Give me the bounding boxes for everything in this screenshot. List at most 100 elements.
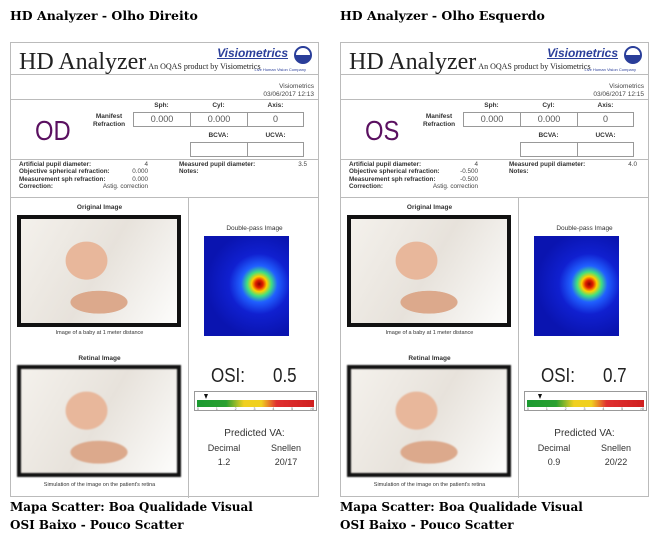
app-title: HD Analyzer An OQAS product by Visiometri… <box>349 49 591 76</box>
original-image-caption: Image of a baby at 1 meter distance <box>55 330 144 336</box>
cyl-field[interactable]: 0.000 <box>520 112 578 127</box>
osi-scale-tick: 3 <box>253 407 256 411</box>
artificial-pupil-value: 4 <box>474 161 478 168</box>
osi-scale-tick: 2 <box>564 407 567 411</box>
snellen-label: Snellen <box>600 443 632 453</box>
bcva-label: BCVA: <box>208 132 229 139</box>
measured-pupil-value: 3.5 <box>298 161 307 168</box>
retinal-image-label: Retinal Image <box>408 355 451 362</box>
objective-sph-value: 0.000 <box>132 168 148 176</box>
osi-scale-tick: >8 <box>639 407 644 411</box>
retinal-image-label: Retinal Image <box>78 355 121 362</box>
snellen-value: 20/22 <box>604 457 628 467</box>
correction-value: Astig. correction <box>432 182 478 190</box>
double-pass-heatmap <box>534 236 619 336</box>
osi-marker-icon <box>204 394 209 399</box>
divider <box>11 99 318 100</box>
osi-scale-tick: 3 <box>583 407 586 411</box>
divider <box>11 74 318 75</box>
logo-tagline: Live Human Vision Company <box>254 67 306 72</box>
app-subtitle: An OQAS product by Visiometrics <box>148 62 261 71</box>
measurement-sph-value: 0.000 <box>132 175 148 183</box>
divider <box>341 99 648 100</box>
osi-scale-tick: 0 <box>527 407 529 411</box>
bcva-field[interactable] <box>520 142 578 157</box>
info-labels: Artificial pupil diameter: Objective sph… <box>349 161 440 190</box>
correction-label: Correction: <box>19 182 53 190</box>
axis-field[interactable]: 0 <box>577 112 634 127</box>
sph-label: Sph: <box>484 102 499 109</box>
ucva-field[interactable] <box>247 142 304 157</box>
measured-pupil-label: Measured pupil diameter: <box>179 161 256 168</box>
report-datetime: 03/06/2017 12:13 <box>263 91 314 98</box>
measurement-sph-label: Measurement sph refraction: <box>349 175 436 183</box>
osi-scale-tick: 4 <box>602 407 605 411</box>
retinal-baby-image <box>17 365 181 477</box>
decimal-label: Decimal <box>207 443 241 453</box>
axis-field[interactable]: 0 <box>247 112 304 127</box>
objective-sph-value: -0.500 <box>460 168 478 176</box>
notes-label: Notes: <box>179 168 199 176</box>
ucva-label: UCVA: <box>265 132 286 139</box>
divider <box>11 159 318 160</box>
divider <box>341 74 648 75</box>
logo-eye-icon <box>624 46 642 64</box>
predicted-va-label: Predicted VA: <box>224 428 285 439</box>
original-baby-image <box>17 215 181 327</box>
original-image-label: Original Image <box>76 204 123 211</box>
logo-eye-icon <box>294 46 312 64</box>
info-values: 4 0.000 0.000 Astig. correction <box>91 161 148 190</box>
ucva-label: UCVA: <box>595 132 616 139</box>
osi-scale-bar <box>197 400 314 407</box>
bcva-field[interactable] <box>190 142 248 157</box>
manifest-refraction-label: Manifest Refraction <box>93 113 126 128</box>
app-title-text: HD Analyzer <box>19 49 147 75</box>
osi-marker-icon <box>538 394 543 399</box>
measured-pupil-value: 4.0 <box>628 161 637 168</box>
app-title: HD Analyzer An OQAS product by Visiometri… <box>19 49 261 76</box>
predicted-va-label: Predicted VA: <box>554 428 615 439</box>
osi-scale-ticks: 0 1 2 3 4 5 >8 <box>527 407 644 411</box>
divider <box>341 197 648 198</box>
sph-field[interactable]: 0.000 <box>463 112 521 127</box>
cyl-label: Cyl: <box>542 102 555 109</box>
divider <box>11 197 318 198</box>
osi-scale-tick: >8 <box>309 407 314 411</box>
hd-analyzer-report: HD Analyzer An OQAS product by Visiometri… <box>10 42 319 498</box>
osi-scale-ticks: 0 1 2 3 4 5 >8 <box>197 407 314 411</box>
eye-label: OS <box>365 115 400 146</box>
original-image-label: Original Image <box>406 204 453 211</box>
osi-scale-tick: 1 <box>215 407 218 411</box>
osi-scale-tick: 5 <box>621 407 624 411</box>
double-pass-heatmap <box>204 236 289 336</box>
correction-label: Correction: <box>349 182 383 190</box>
osi-scale: 0 1 2 3 4 5 >8 <box>524 391 647 411</box>
app-subtitle: An OQAS product by Visiometrics <box>478 62 591 71</box>
sph-field[interactable]: 0.000 <box>133 112 191 127</box>
column-divider <box>518 197 519 498</box>
sph-label: Sph: <box>154 102 169 109</box>
objective-sph-label: Objective spherical refraction: <box>349 168 440 176</box>
retinal-image-caption: Simulation of the image on the patient's… <box>373 482 486 488</box>
osi-scale-tick: 5 <box>291 407 294 411</box>
ucva-field[interactable] <box>577 142 634 157</box>
eye-label: OD <box>35 115 71 146</box>
artificial-pupil-label: Artificial pupil diameter: <box>19 161 92 168</box>
snellen-value: 20/17 <box>274 457 298 467</box>
double-pass-label: Double-pass Image <box>556 225 613 232</box>
app-title-text: HD Analyzer <box>349 49 477 75</box>
visiometrics-logo: Visiometrics <box>217 46 288 60</box>
decimal-label: Decimal <box>537 443 571 453</box>
original-image-caption: Image of a baby at 1 meter distance <box>385 330 474 336</box>
caption-scatter-map: Mapa Scatter: Boa Qualidade Visual <box>340 500 583 514</box>
artificial-pupil-value: 4 <box>144 161 148 168</box>
info-labels: Artificial pupil diameter: Objective sph… <box>19 161 110 190</box>
cyl-field[interactable]: 0.000 <box>190 112 248 127</box>
decimal-value: 1.2 <box>217 457 231 467</box>
column-divider <box>188 197 189 498</box>
info-labels-right: Measured pupil diameter: Notes: <box>179 161 255 176</box>
notes-label: Notes: <box>509 168 529 176</box>
double-pass-label: Double-pass Image <box>226 225 283 232</box>
logo-tagline: Live Human Vision Company <box>584 67 636 72</box>
caption-scatter-map: Mapa Scatter: Boa Qualidade Visual <box>10 500 253 514</box>
